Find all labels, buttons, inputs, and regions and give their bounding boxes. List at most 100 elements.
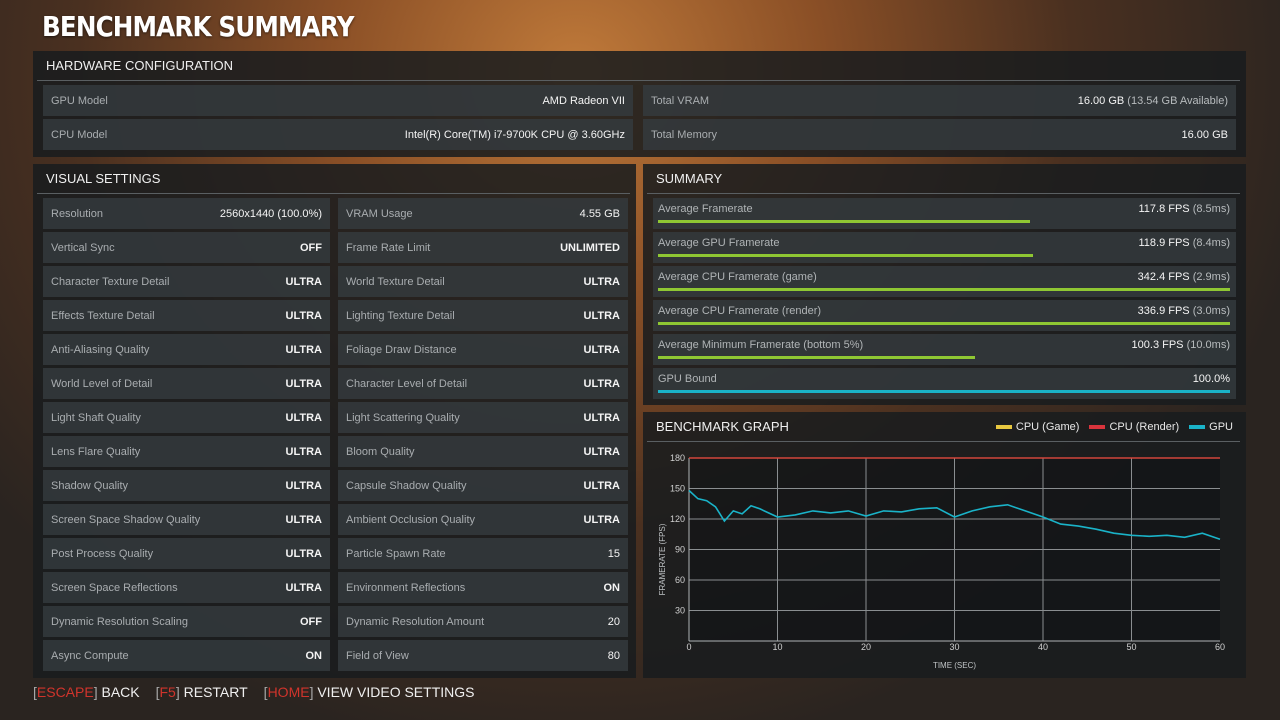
total-vram-value: 16.00 GB (1077, 94, 1125, 107)
visual-setting-value: ULTRA (285, 445, 322, 458)
y-tick-label: 30 (675, 606, 685, 616)
visual-setting-row: Async Compute ON (43, 640, 330, 671)
legend-gpu: GPU (1189, 421, 1233, 433)
visual-setting-row: Frame Rate Limit UNLIMITED (338, 232, 628, 263)
summary-value: 336.9 FPS (1137, 305, 1190, 317)
visual-setting-label: Character Texture Detail (51, 275, 170, 288)
visual-setting-row: Light Shaft Quality ULTRA (43, 402, 330, 433)
summary-frametime: (10.0ms) (1186, 339, 1230, 351)
visual-setting-value: OFF (300, 241, 322, 254)
home-key: HOME (267, 684, 310, 700)
escape-key: ESCAPE (36, 684, 94, 700)
cpu-model-value: Intel(R) Core(TM) i7-9700K CPU @ 3.60GHz (404, 128, 625, 141)
visual-setting-label: Character Level of Detail (346, 377, 468, 390)
series-line-gpu (688, 489, 1221, 541)
visual-setting-value: ULTRA (285, 513, 322, 526)
visual-setting-value: UNLIMITED (560, 241, 620, 254)
legend-label-cpu-game: CPU (Game) (1015, 421, 1080, 433)
summary-value-wrap: 100.3 FPS (10.0ms) (1132, 339, 1230, 351)
x-tick-label: 30 (949, 642, 959, 652)
summary-label: Average CPU Framerate (game) (658, 271, 817, 283)
visual-setting-label: Vertical Sync (51, 241, 115, 254)
summary-bar (658, 322, 1230, 325)
total-vram-value-wrap: 16.00 GB (13.54 GB Available) (1078, 95, 1228, 107)
visual-setting-row: Field of View 80 (338, 640, 628, 671)
visual-setting-row: Vertical Sync OFF (43, 232, 330, 263)
total-vram-row: Total VRAM 16.00 GB (13.54 GB Available) (643, 85, 1236, 116)
visual-setting-value: ULTRA (285, 275, 322, 288)
escape-back-button[interactable]: [ESCAPE] BACK (33, 684, 140, 700)
benchmark-graph-header: BENCHMARK GRAPH (647, 412, 1240, 442)
visual-setting-label: Lighting Texture Detail (346, 309, 455, 322)
visual-setting-value: ULTRA (285, 581, 322, 594)
visual-setting-label: Async Compute (51, 649, 129, 662)
y-tick-label: 60 (675, 575, 685, 585)
summary-frametime: (8.4ms) (1192, 237, 1230, 249)
visual-setting-row: Anti-Aliasing Quality ULTRA (43, 334, 330, 365)
summary-row: GPU Bound 100.0% (653, 368, 1236, 399)
summary-frametime: (2.9ms) (1192, 271, 1230, 283)
x-tick-label: 20 (861, 642, 871, 652)
visual-setting-row: Capsule Shadow Quality ULTRA (338, 470, 628, 501)
visual-setting-value: ULTRA (285, 309, 322, 322)
benchmark-graph-chart: 30 60 90 120 150 180 0 10 20 30 40 50 60 TIME (SEC) FR… (658, 453, 1225, 670)
summary-header: SUMMARY (647, 164, 1240, 194)
total-memory-value: 16.00 GB (1181, 128, 1228, 141)
visual-setting-label: Effects Texture Detail (51, 309, 155, 322)
visual-setting-value: 80 (607, 649, 620, 662)
visual-setting-value: ULTRA (583, 411, 620, 424)
visual-setting-label: Dynamic Resolution Amount (346, 615, 485, 628)
f5-restart-button[interactable]: [F5] RESTART (155, 684, 248, 700)
visual-setting-label: Resolution (51, 207, 103, 220)
visual-setting-row: Ambient Occlusion Quality ULTRA (338, 504, 628, 535)
visual-setting-row: Environment Reflections ON (338, 572, 628, 603)
summary-bar (658, 356, 976, 359)
home-video-settings-button[interactable]: [HOME] VIEW VIDEO SETTINGS (263, 684, 475, 700)
summary-value: 100.3 FPS (1131, 339, 1184, 351)
visual-setting-row: Dynamic Resolution Scaling OFF (43, 606, 330, 637)
visual-setting-label: World Level of Detail (51, 377, 153, 390)
legend-cpu-render: CPU (Render) (1089, 421, 1179, 433)
summary-value-wrap: 118.9 FPS (8.4ms) (1138, 237, 1230, 249)
visual-setting-value: ULTRA (583, 343, 620, 356)
visual-setting-row: World Texture Detail ULTRA (338, 266, 628, 297)
visual-setting-label: Screen Space Reflections (51, 581, 178, 594)
legend-swatch-gpu (1189, 425, 1206, 429)
visual-setting-value: ULTRA (583, 445, 620, 458)
visual-setting-label: Screen Space Shadow Quality (51, 513, 201, 526)
y-tick-label: 150 (670, 484, 685, 494)
summary-row: Average Framerate 117.8 FPS (8.5ms) (653, 198, 1236, 229)
summary-frametime: (3.0ms) (1192, 305, 1230, 317)
visual-setting-value: ULTRA (583, 275, 620, 288)
visual-setting-value: ULTRA (583, 309, 620, 322)
total-memory-label: Total Memory (651, 128, 718, 141)
cpu-model-row: CPU Model Intel(R) Core(TM) i7-9700K CPU… (43, 119, 633, 150)
visual-setting-label: Lens Flare Quality (51, 445, 141, 458)
x-tick-label: 10 (772, 642, 782, 652)
summary-row: Average GPU Framerate 118.9 FPS (8.4ms) (653, 232, 1236, 263)
footer-bar: [ESCAPE] BACK [F5] RESTART [HOME] VIEW V… (33, 684, 474, 700)
gpu-model-label: GPU Model (51, 94, 108, 107)
summary-value: 118.9 FPS (1138, 237, 1190, 249)
x-tick-label: 0 (686, 642, 691, 652)
visual-setting-row: Character Texture Detail ULTRA (43, 266, 330, 297)
x-tick-label: 40 (1038, 642, 1048, 652)
y-tick-label: 90 (675, 545, 685, 555)
visual-setting-value: 4.55 GB (579, 207, 620, 220)
cpu-model-label: CPU Model (51, 128, 108, 141)
summary-bar (658, 254, 1034, 257)
visual-setting-value: ULTRA (285, 343, 322, 356)
y-tick-label: 120 (670, 514, 685, 524)
summary-bar-track (658, 220, 1230, 223)
visual-setting-row: Light Scattering Quality ULTRA (338, 402, 628, 433)
visual-setting-label: Field of View (346, 649, 409, 662)
visual-setting-row: Lighting Texture Detail ULTRA (338, 300, 628, 331)
visual-setting-label: Frame Rate Limit (346, 241, 431, 254)
visual-setting-row: Character Level of Detail ULTRA (338, 368, 628, 399)
legend-label-cpu-render: CPU (Render) (1109, 421, 1180, 433)
restart-label: RESTART (183, 684, 248, 700)
visual-setting-value: ULTRA (583, 479, 620, 492)
legend-swatch-cpu-render (1089, 425, 1106, 429)
x-tick-label: 50 (1126, 642, 1136, 652)
graph-legend: CPU (Game) CPU (Render) GPU (995, 421, 1233, 433)
